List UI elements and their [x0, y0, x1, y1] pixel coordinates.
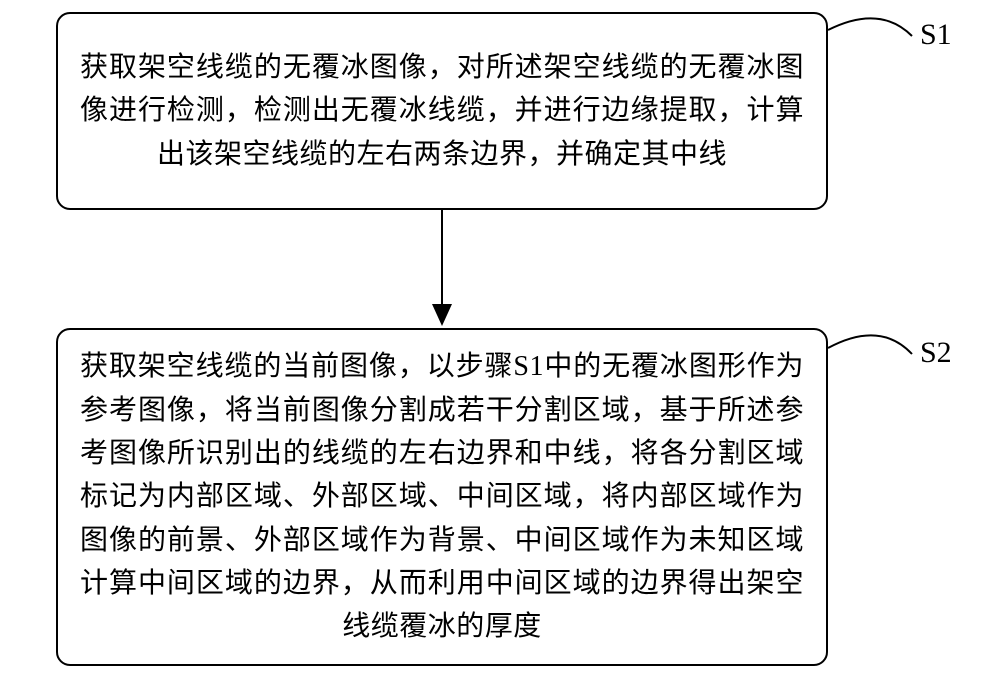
step-s1-text: 获取架空线缆的无覆冰图像，对所述架空线缆的无覆冰图像进行检测，检测出无覆冰线缆，…: [80, 46, 804, 176]
step-s2-label: S2: [920, 336, 952, 370]
leader-line-s1: [824, 0, 916, 40]
leader-line-s2: [824, 316, 916, 358]
step-s2-text: 获取架空线缆的当前图像，以步骤S1中的无覆冰图形作为参考图像，将当前图像分割成若…: [80, 345, 804, 649]
arrow-s1-to-s2: [422, 208, 462, 328]
flow-canvas: 获取架空线缆的无覆冰图像，对所述架空线缆的无覆冰图像进行检测，检测出无覆冰线缆，…: [0, 0, 1000, 686]
step-s2-box: 获取架空线缆的当前图像，以步骤S1中的无覆冰图形作为参考图像，将当前图像分割成若…: [56, 328, 828, 666]
step-s1-box: 获取架空线缆的无覆冰图像，对所述架空线缆的无覆冰图像进行检测，检测出无覆冰线缆，…: [56, 12, 828, 210]
step-s1-label: S1: [920, 18, 952, 52]
